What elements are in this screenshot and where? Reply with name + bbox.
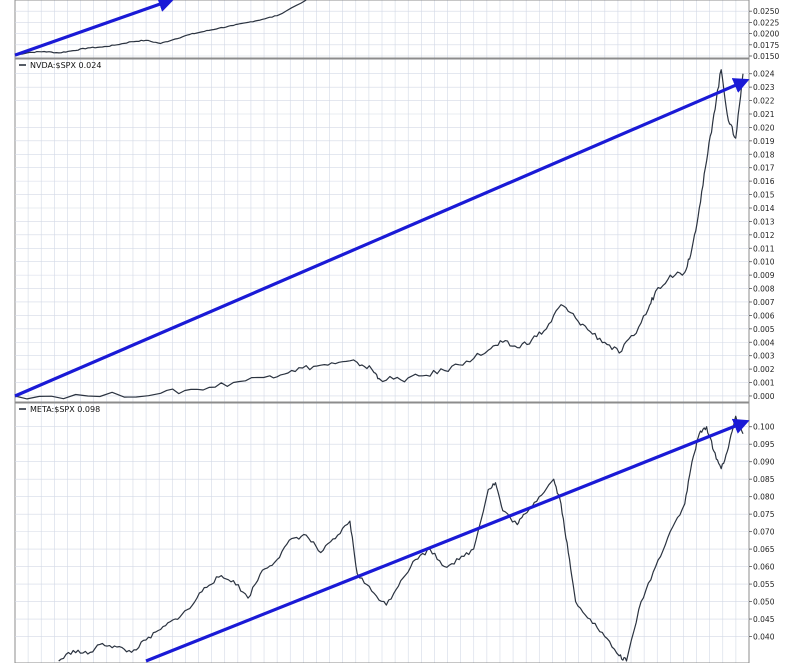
y-tick-label: 0.022 bbox=[753, 97, 775, 106]
y-tick-label: 0.0150 bbox=[753, 52, 779, 61]
y-tick-label: 0.0175 bbox=[753, 41, 779, 50]
panel-nvda: 0.024 0.023 0.022 0.021 0.020 0.019 0.018 0.017… bbox=[14, 58, 775, 403]
trend-arrow-0 bbox=[14, 0, 175, 57]
y-tick-label: 0.060 bbox=[753, 563, 775, 572]
y-tick-label: 0.040 bbox=[753, 633, 775, 642]
y-tick-label: 0.000 bbox=[753, 392, 775, 401]
y-tick-label: 0.018 bbox=[753, 150, 775, 159]
panel-top: 0.0250 0.0225 0.0200 0.0175 0.0150 bbox=[14, 0, 779, 61]
y-tick-label: 0.024 bbox=[753, 70, 775, 79]
trend-arrow-0 bbox=[145, 418, 750, 663]
trend-arrow-0 bbox=[14, 78, 750, 398]
y-tick-label: 0.075 bbox=[753, 510, 775, 519]
y-tick-label: 0.011 bbox=[753, 244, 775, 253]
y-tick-label: 0.045 bbox=[753, 615, 775, 624]
panel-nvda-trend-arrows bbox=[14, 78, 750, 398]
legend-label-meta: META:$SPX 0.098 bbox=[30, 405, 100, 414]
panel-top-y-ticks: 0.0250 0.0225 0.0200 0.0175 0.0150 bbox=[749, 7, 779, 61]
panel-top-grid bbox=[15, 0, 749, 58]
y-tick-label: 0.001 bbox=[753, 379, 775, 388]
panel-nvda-y-ticks: 0.024 0.023 0.022 0.021 0.020 0.019 0.018 0.017… bbox=[749, 70, 775, 401]
y-tick-label: 0.014 bbox=[753, 204, 775, 213]
legend-label-nvda: NVDA:$SPX 0.024 bbox=[30, 61, 101, 70]
y-tick-label: 0.100 bbox=[753, 423, 775, 432]
y-tick-label: 0.003 bbox=[753, 352, 775, 361]
panel-nvda-series bbox=[14, 69, 744, 400]
y-tick-label: 0.065 bbox=[753, 545, 775, 554]
y-tick-label: 0.020 bbox=[753, 123, 775, 132]
panel-meta-grid bbox=[15, 403, 749, 663]
y-tick-label: 0.012 bbox=[753, 231, 775, 240]
y-tick-label: 0.095 bbox=[753, 440, 775, 449]
series-line-0 bbox=[58, 415, 744, 662]
y-tick-label: 0.005 bbox=[753, 325, 775, 334]
y-tick-label: 0.004 bbox=[753, 338, 775, 347]
y-tick-label: 0.055 bbox=[753, 580, 775, 589]
y-tick-label: 0.009 bbox=[753, 271, 775, 280]
y-tick-label: 0.015 bbox=[753, 191, 775, 200]
y-tick-label: 0.013 bbox=[753, 217, 775, 226]
y-tick-label: 0.070 bbox=[753, 528, 775, 537]
y-tick-label: 0.0225 bbox=[753, 18, 779, 27]
y-tick-label: 0.006 bbox=[753, 311, 775, 320]
y-tick-label: 0.080 bbox=[753, 493, 775, 502]
panel-meta-series bbox=[58, 415, 744, 662]
panel-top-series bbox=[14, 0, 307, 56]
panel-top-trend-arrows bbox=[14, 0, 175, 57]
y-tick-label: 0.0250 bbox=[753, 7, 779, 16]
y-tick-label: 0.002 bbox=[753, 365, 775, 374]
y-tick-label: 0.0200 bbox=[753, 30, 779, 39]
y-tick-label: 0.090 bbox=[753, 458, 775, 467]
y-tick-label: 0.021 bbox=[753, 110, 775, 119]
panel-meta-y-ticks: 0.100 0.095 0.090 0.085 0.080 0.075 0.070 0.065… bbox=[749, 423, 775, 642]
series-line-0 bbox=[14, 0, 307, 56]
y-tick-label: 0.008 bbox=[753, 285, 775, 294]
y-tick-label: 0.085 bbox=[753, 475, 775, 484]
y-tick-label: 0.017 bbox=[753, 164, 775, 173]
y-tick-label: 0.010 bbox=[753, 258, 775, 267]
y-tick-label: 0.019 bbox=[753, 137, 775, 146]
panel-nvda-grid bbox=[15, 59, 749, 402]
y-tick-label: 0.023 bbox=[753, 83, 775, 92]
y-tick-label: 0.050 bbox=[753, 598, 775, 607]
y-tick-label: 0.007 bbox=[753, 298, 775, 307]
y-tick-label: 0.016 bbox=[753, 177, 775, 186]
panel-meta: 0.100 0.095 0.090 0.085 0.080 0.075 0.070 0.065… bbox=[14, 402, 775, 663]
panel-meta-trend-arrows bbox=[145, 418, 750, 663]
series-line-0 bbox=[14, 69, 744, 400]
